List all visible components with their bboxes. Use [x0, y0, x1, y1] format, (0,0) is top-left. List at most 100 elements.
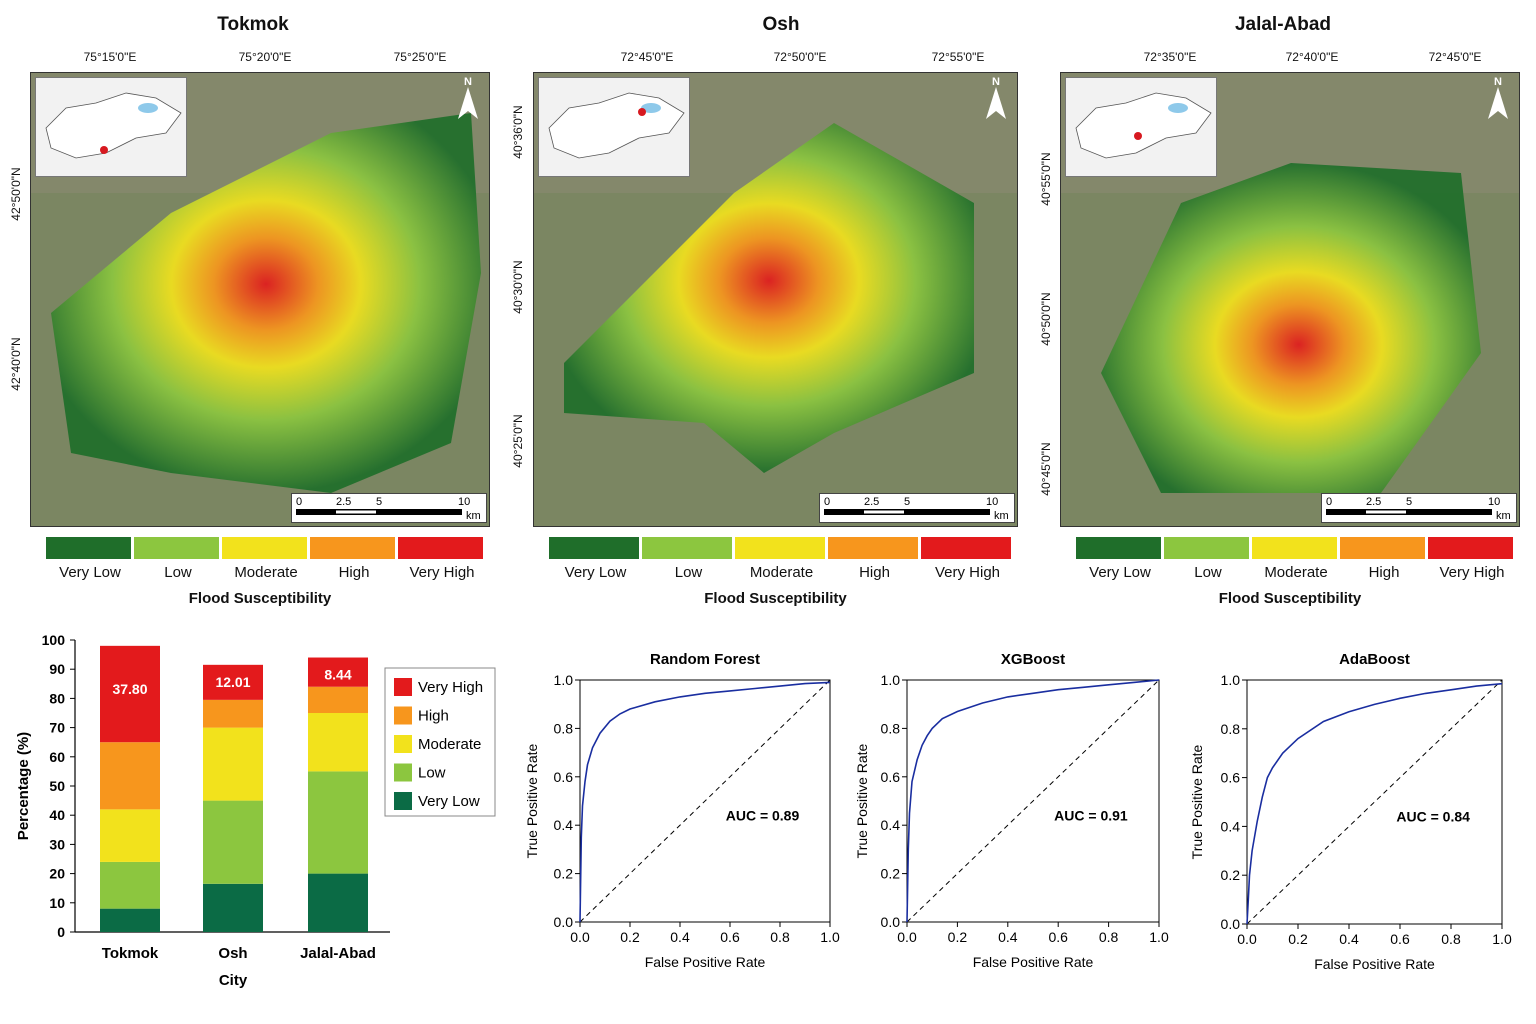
legend-class-label: Very Low: [564, 564, 627, 581]
north-arrow-icon: N: [453, 75, 483, 121]
y-tick-label: 0.4: [554, 817, 574, 833]
x-tick-label: 1.0: [1492, 931, 1512, 947]
x-tick-label: 0.2: [948, 929, 968, 945]
latitude-tick-label: 40°30'0"N: [511, 260, 525, 314]
kyrgyzstan-locator-map: [548, 92, 685, 159]
y-tick-label: 0.6: [881, 769, 901, 785]
legend-swatch: [310, 537, 395, 559]
x-tick-label: 0.8: [1099, 929, 1119, 945]
latitude-tick-label: 42°50'0"N: [9, 167, 23, 221]
roc-chart-xgboost: XGBoost 0.00.0 0.2 0.2 0.4 0.4 0.6 0.6 0.8 0.8 1.0…: [854, 651, 1169, 970]
bar-segment: [100, 742, 160, 810]
legend-class-label: Very Low: [59, 564, 121, 581]
y-tick-label: 80: [49, 690, 65, 706]
x-axis-title: False Positive Rate: [1314, 956, 1435, 972]
longitude-tick-label: 72°45'0"E: [1428, 50, 1482, 64]
scale-tick-label: 5: [904, 496, 910, 508]
y-tick-label: 50: [49, 778, 65, 794]
locator-inset: [1065, 77, 1217, 177]
bar-segment: [308, 713, 368, 772]
scale-tick-label: 10: [458, 496, 470, 508]
y-tick-label: 20: [49, 866, 65, 882]
x-axis-title: City: [219, 972, 248, 989]
legend-swatch: [1164, 537, 1249, 559]
y-tick-label: 0.8: [881, 720, 901, 736]
y-tick-label: 0.8: [554, 720, 574, 736]
legend-class-label: Low: [674, 564, 703, 581]
bar-segment: [308, 873, 368, 932]
scale-unit: km: [994, 510, 1009, 522]
roc-title: XGBoost: [1001, 651, 1065, 668]
y-axis-title: True Positive Rate: [854, 743, 870, 858]
y-tick-label: 0.4: [1221, 818, 1241, 834]
legend-entry: Moderate: [418, 736, 481, 753]
x-axis-title: False Positive Rate: [973, 954, 1094, 970]
scale-unit: km: [1496, 510, 1511, 522]
latitude-tick-label: 40°45'0"N: [1039, 442, 1053, 496]
longitude-tick-label: 72°55'0"E: [931, 50, 985, 64]
y-tick-label: 40: [49, 807, 65, 823]
y-tick-label: 1.0: [554, 672, 574, 688]
legend-class-label: Moderate: [749, 564, 814, 581]
legend-class-label: High: [338, 564, 370, 581]
latitude-tick-label: 40°55'0"N: [1039, 152, 1053, 206]
y-tick-label: 10: [49, 895, 65, 911]
y-tick-label: 0.4: [881, 817, 901, 833]
kyrgyzstan-locator-map: [1075, 92, 1212, 159]
legend-swatch: [394, 792, 412, 810]
legend-swatch: [549, 537, 639, 559]
legend-title: Flood Susceptibility: [188, 590, 332, 607]
legend-class-label: Very High: [409, 564, 475, 581]
y-tick-label: 0.0: [881, 914, 901, 930]
latitude-tick-label: 40°50'0"N: [1039, 292, 1053, 346]
longitude-tick-label: 75°25'0"E: [393, 50, 447, 64]
roc-curve: [1246, 682, 1503, 925]
x-tick-label: 0.2: [620, 929, 640, 945]
legend-swatch: [1428, 537, 1513, 559]
plot-frame: [579, 679, 831, 923]
roc-curve: [579, 681, 831, 923]
susceptibility-layer: [51, 113, 481, 493]
y-tick-label: 0.6: [554, 769, 574, 785]
legend-class-label: Moderate: [234, 564, 298, 581]
bar-segment: [203, 800, 263, 884]
legend-swatch: [394, 706, 412, 725]
legend-swatch: [1252, 537, 1337, 559]
plot-frame: [1246, 679, 1503, 925]
bar-segment: [203, 883, 263, 932]
y-tick-label: 100: [42, 632, 66, 648]
north-label: N: [1494, 76, 1502, 88]
x-category-label: Tokmok: [102, 945, 159, 962]
bar-data-label: 8.44: [324, 667, 351, 683]
scale-bar: 0 2.5 5 10 km: [819, 493, 1015, 523]
legend-swatch: [398, 537, 483, 559]
legend-entry: Very High: [418, 679, 483, 696]
y-tick-label: 0.0: [554, 914, 574, 930]
legend-swatch: [134, 537, 219, 559]
y-tick-label: 0.2: [1221, 867, 1241, 883]
legend-class-label: Low: [1194, 564, 1222, 581]
x-tick-label: 0.6: [720, 929, 740, 945]
roc-title: Random Forest: [650, 651, 760, 668]
x-tick-label: 0.6: [1390, 931, 1410, 947]
x-tick-label: 0.6: [1048, 929, 1068, 945]
susceptibility-layer: [564, 123, 974, 473]
scale-tick-label: 0: [824, 496, 830, 508]
plot-frame: [906, 679, 1160, 923]
north-label: N: [464, 76, 472, 88]
y-tick-label: 60: [49, 749, 65, 765]
scale-tick-label: 2.5: [336, 496, 351, 508]
y-tick-label: 0.2: [554, 866, 574, 882]
legend-class-label: Very Low: [1089, 564, 1151, 581]
bar-segment: [308, 686, 368, 713]
scale-tick-label: 10: [986, 496, 998, 508]
map-title: Osh: [762, 14, 800, 35]
susceptibility-layer: [1101, 163, 1481, 493]
x-tick-label: 0.4: [670, 929, 690, 945]
y-tick-label: 0.8: [1221, 721, 1241, 737]
longitude-tick-label: 75°20'0"E: [238, 50, 292, 64]
roc-title: AdaBoost: [1339, 651, 1410, 668]
scale-tick-label: 10: [1488, 496, 1500, 508]
legend-entry: High: [418, 708, 449, 725]
x-tick-label: 0.4: [1339, 931, 1359, 947]
